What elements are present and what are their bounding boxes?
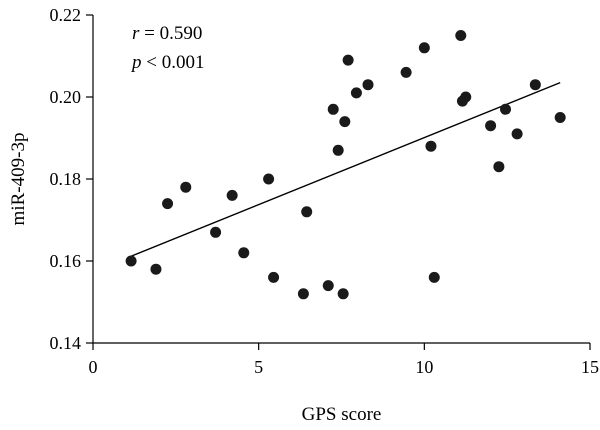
- correlation-symbol: r: [132, 23, 140, 44]
- data-point: [529, 79, 541, 91]
- data-point: [400, 66, 412, 78]
- trend-line: [129, 82, 561, 258]
- data-point: [337, 288, 349, 300]
- data-point: [301, 206, 313, 218]
- x-tick-label: 5: [254, 357, 263, 377]
- y-tick-label: 0.18: [50, 169, 82, 189]
- p-value-symbol: p: [130, 52, 142, 73]
- data-point: [485, 120, 497, 132]
- data-point: [263, 173, 275, 185]
- y-tick-label: 0.22: [50, 5, 82, 25]
- data-point: [297, 288, 309, 300]
- data-points: [125, 30, 566, 300]
- x-tick-label: 0: [89, 357, 98, 377]
- y-axis-title: miR-409-3p: [8, 133, 29, 226]
- x-tick-label: 15: [581, 357, 599, 377]
- data-point: [455, 30, 467, 41]
- data-point: [162, 198, 174, 210]
- data-point: [150, 263, 162, 275]
- data-point: [226, 189, 238, 201]
- data-point: [554, 112, 566, 123]
- data-point: [418, 42, 430, 54]
- y-tick-label: 0.14: [50, 333, 82, 353]
- data-point: [425, 140, 437, 152]
- data-point: [342, 54, 354, 66]
- correlation-value: = 0.590: [139, 23, 202, 44]
- data-point: [493, 161, 505, 173]
- x-ticks: 0 5 10 15: [89, 343, 599, 377]
- data-point: [428, 271, 440, 283]
- data-point: [180, 181, 192, 193]
- y-ticks: 0.14 0.16 0.18 0.20 0.22: [50, 5, 93, 353]
- y-tick-label: 0.20: [50, 87, 82, 107]
- data-point: [322, 280, 334, 292]
- y-tick-label: 0.16: [50, 251, 82, 271]
- data-point: [238, 247, 250, 259]
- p-value-text: < 0.001: [142, 52, 205, 73]
- data-point: [460, 91, 472, 103]
- data-point: [511, 128, 523, 140]
- data-point: [327, 103, 339, 115]
- data-point: [500, 103, 512, 115]
- data-point: [362, 79, 374, 91]
- data-point: [332, 144, 344, 156]
- correlation-annotation: r = 0.590: [132, 23, 202, 44]
- x-axis-title: GPS score: [302, 404, 382, 425]
- data-point: [125, 255, 137, 267]
- data-point: [268, 271, 280, 283]
- data-point: [210, 226, 222, 238]
- x-tick-label: 10: [415, 357, 433, 377]
- p-value-annotation: p < 0.001: [130, 52, 204, 73]
- data-point: [339, 116, 351, 128]
- data-point: [350, 87, 362, 99]
